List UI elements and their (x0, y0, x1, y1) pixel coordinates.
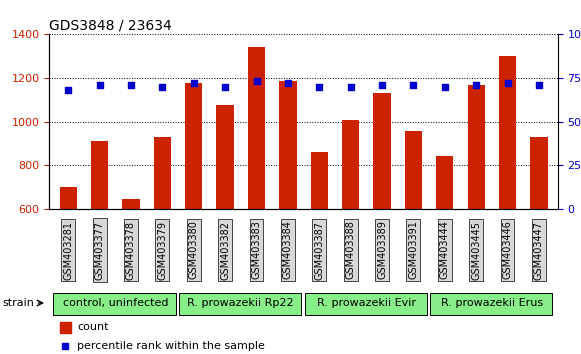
Text: GSM403389: GSM403389 (377, 221, 387, 279)
Text: GSM403384: GSM403384 (283, 221, 293, 279)
Text: count: count (77, 322, 109, 332)
Text: R. prowazekii Rp22: R. prowazekii Rp22 (188, 298, 294, 308)
Bar (123, 199, 139, 209)
Point (503, 80, 512, 86)
Text: GSM403380: GSM403380 (189, 221, 199, 279)
Point (283, 80, 292, 86)
Text: GSM403383: GSM403383 (252, 221, 261, 279)
Bar (185, 83, 202, 209)
Text: GSM403379: GSM403379 (157, 221, 167, 280)
Point (157, 84, 167, 89)
Text: GSM403391: GSM403391 (408, 221, 418, 279)
Point (440, 84, 450, 89)
Text: GDS3848 / 23634: GDS3848 / 23634 (49, 19, 172, 33)
FancyBboxPatch shape (430, 293, 553, 315)
Text: GSM403378: GSM403378 (126, 221, 136, 280)
Bar (60, 322, 71, 333)
Text: percentile rank within the sample: percentile rank within the sample (77, 341, 265, 351)
Point (220, 84, 229, 89)
Bar (248, 47, 265, 209)
Bar (436, 156, 453, 209)
Bar (405, 131, 422, 209)
Point (472, 82, 481, 87)
Text: GSM403382: GSM403382 (220, 221, 230, 280)
Text: control, uninfected: control, uninfected (63, 298, 168, 308)
Text: R. prowazekii Evir: R. prowazekii Evir (317, 298, 416, 308)
Text: GSM403388: GSM403388 (346, 221, 356, 279)
Bar (342, 120, 359, 209)
Point (95, 82, 104, 87)
Bar (217, 105, 234, 209)
Bar (154, 137, 171, 209)
Bar (499, 56, 516, 209)
Text: GSM403444: GSM403444 (440, 221, 450, 279)
Text: GSM403446: GSM403446 (503, 221, 512, 279)
Bar (60, 187, 77, 209)
Text: GSM403447: GSM403447 (534, 221, 544, 280)
Text: GSM403281: GSM403281 (63, 221, 73, 280)
Bar (279, 81, 296, 209)
Point (346, 84, 356, 89)
FancyBboxPatch shape (179, 293, 302, 315)
Point (60, 343, 70, 348)
Bar (468, 85, 485, 209)
Point (63, 87, 73, 93)
Text: GSM403387: GSM403387 (314, 221, 324, 280)
Bar (91, 141, 108, 209)
Point (535, 82, 544, 87)
Point (409, 82, 418, 87)
Bar (374, 93, 390, 209)
Text: R. prowazekii Erus: R. prowazekii Erus (441, 298, 543, 308)
Point (189, 80, 198, 86)
Bar (311, 152, 328, 209)
Text: GSM403377: GSM403377 (95, 221, 105, 280)
Point (126, 82, 135, 87)
FancyBboxPatch shape (53, 293, 176, 315)
Point (252, 79, 261, 84)
Text: GSM403445: GSM403445 (471, 221, 481, 280)
FancyBboxPatch shape (304, 293, 427, 315)
Text: strain: strain (2, 298, 34, 308)
Point (378, 82, 387, 87)
Bar (530, 137, 547, 209)
Point (315, 84, 324, 89)
